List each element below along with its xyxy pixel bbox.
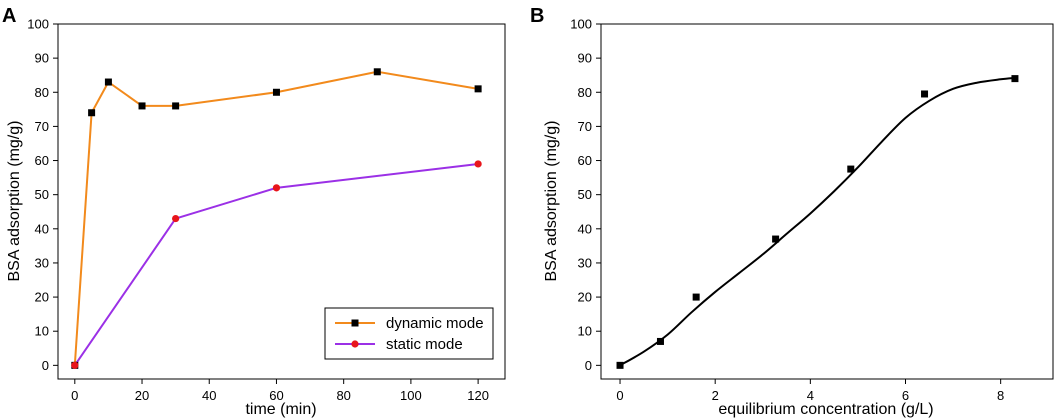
dynamic-mode-point [373,68,381,76]
fit-curve [619,76,1016,367]
panel-a-y-axis-title: BSA adsorption (mg/g) [6,121,23,282]
dynamic-mode-point [88,109,96,117]
y-tick-label: 30 [35,255,49,270]
data-point [1011,75,1019,83]
y-tick-label: 100 [570,17,592,32]
x-tick-label: 0 [616,388,623,403]
y-tick-label: 70 [578,119,592,134]
x-tick-label: 0 [71,388,78,403]
y-tick-label: 70 [35,119,49,134]
legend-dynamic-label: dynamic mode [386,315,484,332]
dynamic-mode-point [138,102,146,110]
y-tick-label: 100 [27,17,49,32]
y-tick-label: 20 [578,290,592,305]
panel-b-x-axis-title: equilibrium concentration (g/L) [718,401,933,418]
y-tick-label: 30 [578,255,592,270]
panel-b-frame [600,23,1054,380]
x-tick-label: 8 [997,388,1004,403]
static-mode-point [474,160,482,168]
y-tick-label: 40 [35,221,49,236]
y-tick-label: 80 [35,85,49,100]
data-point [656,337,664,345]
panel-a-frame [57,23,506,380]
panel-a-plot-area [71,68,482,369]
panel-a-x-axis: 0 20 40 60 80 100 120 [71,379,489,403]
x-tick-label: 4 [807,388,814,403]
panel-b-letter: B [530,5,544,27]
y-tick-label: 40 [578,221,592,236]
dynamic-mode-point [104,78,112,86]
panel-a-x-axis-title: time (min) [245,401,316,418]
legend-static-label: static mode [386,336,463,353]
static-mode-point [172,214,180,223]
panel-b-plot-area [616,75,1019,369]
y-tick-label: 90 [35,51,49,66]
panel-b: B 0 2 4 6 8 0 10 20 30 40 50 60 70 80 90 100 equilibri… [530,5,1054,418]
y-tick-label: 10 [35,324,49,339]
y-tick-label: 50 [578,187,592,202]
y-tick-label: 20 [35,290,49,305]
x-tick-label: 2 [712,388,719,403]
x-tick-label: 60 [269,388,283,403]
data-point [616,361,624,369]
panel-b-x-axis: 0 2 4 6 8 [616,379,1004,403]
x-tick-label: 80 [336,388,350,403]
y-tick-label: 0 [42,358,49,373]
y-tick-label: 90 [578,51,592,66]
x-tick-label: 6 [902,388,909,403]
dynamic-mode-point [474,85,482,93]
data-point [692,293,700,301]
y-tick-label: 10 [578,324,592,339]
legend-box [324,307,494,360]
legend: dynamic mode static mode [324,307,494,360]
x-tick-label: 100 [400,388,422,403]
y-tick-label: 80 [578,85,592,100]
data-point [921,90,929,98]
panel-a-letter: A [2,5,16,27]
data-point [772,235,780,243]
x-tick-label: 120 [467,388,489,403]
data-point [847,165,855,173]
dynamic-mode-line [73,70,479,366]
dynamic-mode-point [172,102,180,110]
legend-static-marker [351,340,359,348]
x-tick-label: 20 [135,388,149,403]
x-tick-label: 40 [202,388,216,403]
y-tick-label: 50 [35,187,49,202]
panel-b-y-axis-title: BSA adsorption (mg/g) [543,121,560,282]
static-mode-point [71,361,79,369]
y-tick-label: 60 [35,153,49,168]
panel-a: A 0 20 40 60 80 100 120 0 10 20 30 40 50 60 70 80 90 100… [2,5,506,418]
panel-b-y-axis: 0 10 20 30 40 50 60 70 80 90 100 [570,17,601,373]
panel-a-y-axis: 0 10 20 30 40 50 60 70 80 90 100 [27,17,58,373]
static-mode-point [272,184,281,192]
legend-dynamic-marker [351,319,359,327]
y-tick-label: 60 [578,153,592,168]
y-tick-label: 0 [585,358,592,373]
static-mode-line [73,162,479,366]
dynamic-mode-point [272,88,280,96]
